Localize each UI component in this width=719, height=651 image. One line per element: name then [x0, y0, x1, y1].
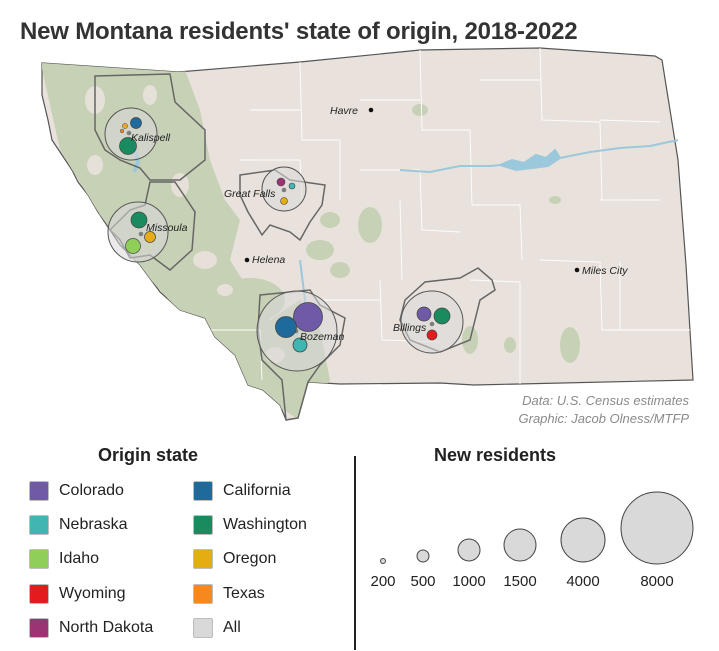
- city-label-billings: Billings: [393, 322, 427, 334]
- oregon-circle-great-falls: [280, 197, 288, 205]
- county-lines: [210, 48, 690, 384]
- legend-item-all: All: [193, 617, 241, 639]
- legend-item-idaho: Idaho: [29, 548, 99, 570]
- city-label-great-falls: Great Falls: [224, 188, 276, 200]
- legend-label-colorado: Colorado: [59, 482, 124, 499]
- washington-circle-missoula: [130, 211, 148, 229]
- size-label-1500: 1500: [503, 573, 536, 590]
- all-circle-great-falls: [261, 166, 307, 212]
- size-label-1000: 1000: [452, 573, 485, 590]
- all-circle-billings: [400, 290, 464, 354]
- size-circle-500: [416, 549, 430, 563]
- north-dakota-circle-great-falls: [276, 177, 286, 187]
- size-circle-1500: [503, 528, 537, 562]
- proportional-symbols: [104, 107, 464, 372]
- legend-item-washington: Washington: [193, 514, 307, 536]
- colorado-circle-bozeman: [293, 302, 323, 332]
- idaho-circle-missoula: [125, 238, 141, 254]
- california-circle-bozeman: [275, 316, 297, 338]
- size-circle-4000: [560, 517, 606, 563]
- legend-label-north-dakota: North Dakota: [59, 619, 154, 636]
- washington-circle-billings: [433, 307, 451, 325]
- nebraska-circle-bozeman: [292, 337, 308, 353]
- legend-swatch-california: [193, 481, 213, 501]
- legend-item-oregon: Oregon: [193, 548, 276, 570]
- legend-swatch-all: [193, 618, 213, 638]
- city-labels: Havre Kalispell Great Falls Missoula Hel…: [131, 105, 628, 343]
- city-label-bozeman: Bozeman: [300, 331, 345, 343]
- legend-swatch-oregon: [193, 549, 213, 569]
- washington-circle-kalispell: [119, 137, 137, 155]
- page-title: New Montana residents' state of origin, …: [20, 18, 578, 45]
- city-label-helena: Helena: [252, 254, 285, 266]
- legend-swatch-washington: [193, 515, 213, 535]
- legend-label-washington: Washington: [223, 516, 307, 533]
- size-legend-title: New residents: [434, 445, 557, 465]
- size-label-200: 200: [370, 573, 395, 590]
- oregon-circle-missoula: [144, 231, 156, 243]
- legend-label-idaho: Idaho: [59, 550, 100, 567]
- city-label-kalispell: Kalispell: [131, 132, 171, 144]
- legend-divider: [354, 456, 356, 650]
- all-circle-missoula: [107, 201, 169, 263]
- legend-label-wyoming: Wyoming: [59, 585, 126, 602]
- wyoming-circle-billings: [426, 329, 438, 341]
- legend-swatch-wyoming: [29, 584, 49, 604]
- size-legend: 200 500 1000 1500 4000 8000: [370, 491, 694, 590]
- legend-label-oregon: Oregon: [223, 550, 277, 567]
- nebraska-circle-great-falls: [288, 182, 296, 190]
- legend-swatch-north-dakota: [29, 618, 49, 638]
- legend-label-nebraska: Nebraska: [59, 516, 128, 533]
- size-label-4000: 4000: [566, 573, 599, 590]
- legend-label-texas: Texas: [223, 585, 265, 602]
- legend-item-texas: Texas: [193, 583, 265, 605]
- city-label-miles-city: Miles City: [582, 265, 628, 277]
- oregon-circle-kalispell: [122, 123, 128, 129]
- legend-swatch-colorado: [29, 481, 49, 501]
- city-label-havre: Havre: [330, 105, 358, 117]
- legend-label-all: All: [223, 619, 241, 636]
- legend-swatch-idaho: [29, 549, 49, 569]
- legend-item-colorado: Colorado: [29, 480, 124, 502]
- size-label-500: 500: [410, 573, 435, 590]
- size-circle-200: [380, 558, 386, 564]
- city-label-missoula: Missoula: [146, 222, 188, 234]
- california-circle-kalispell: [130, 117, 142, 129]
- size-circle-8000: [620, 491, 694, 565]
- legend-item-wyoming: Wyoming: [29, 583, 126, 605]
- legend-label-california: California: [223, 482, 291, 499]
- size-label-8000: 8000: [640, 573, 673, 590]
- legend-item-california: California: [193, 480, 291, 502]
- all-circle-kalispell: [104, 107, 158, 161]
- legend-item-north-dakota: North Dakota: [29, 617, 153, 639]
- legend-item-nebraska: Nebraska: [29, 514, 127, 536]
- texas-circle-kalispell: [119, 128, 125, 134]
- size-circle-1000: [457, 538, 481, 562]
- legend-swatch-texas: [193, 584, 213, 604]
- graphic-credit: Graphic: Jacob Olness/MTFP: [518, 411, 690, 426]
- colorado-circle-billings: [416, 306, 432, 322]
- legend-swatch-nebraska: [29, 515, 49, 535]
- origin-legend-title: Origin state: [98, 445, 199, 465]
- data-source-credit: Data: U.S. Census estimates: [522, 393, 689, 408]
